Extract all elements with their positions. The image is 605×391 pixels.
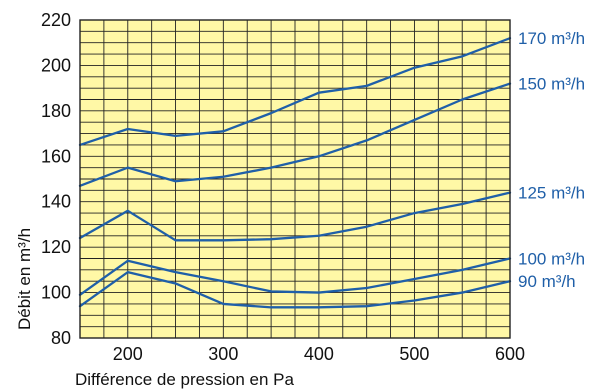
series-labels: 170 m³/h 150 m³/h 125 m³/h 100 m³/h 90 m³/h — [518, 29, 585, 291]
series-label: 100 m³/h — [518, 250, 585, 269]
y-tick-label: 220 — [41, 10, 71, 30]
y-tick-label: 180 — [41, 101, 71, 121]
x-axis-title: Différence de pression en Pa — [75, 370, 294, 389]
series-label: 170 m³/h — [518, 29, 585, 48]
x-tick-label: 200 — [113, 344, 143, 364]
x-tick-label: 500 — [399, 344, 429, 364]
plot-frame — [79, 19, 511, 339]
series-line — [78, 191, 512, 242]
y-tick-label: 160 — [41, 146, 71, 166]
y-tick-label: 200 — [41, 55, 71, 75]
y-tick-label: 140 — [41, 192, 71, 212]
series-label: 150 m³/h — [518, 75, 585, 94]
x-tick-label: 400 — [304, 344, 334, 364]
series-line — [78, 82, 512, 187]
series-line — [78, 257, 512, 296]
series-line — [78, 37, 512, 147]
series-label: 125 m³/h — [518, 184, 585, 203]
y-axis-title: Débit en m³/h — [15, 228, 34, 330]
y-tick-label: 100 — [41, 283, 71, 303]
series-line — [78, 270, 512, 309]
x-tick-labels: 200 300 400 500 600 — [113, 344, 525, 364]
y-tick-label: 120 — [41, 237, 71, 257]
y-tick-labels: 80 100 120 140 160 180 200 220 — [41, 10, 71, 348]
series-lines — [78, 37, 512, 309]
y-tick-label: 80 — [51, 328, 71, 348]
series-label: 90 m³/h — [518, 272, 576, 291]
x-tick-label: 600 — [495, 344, 525, 364]
x-tick-label: 300 — [208, 344, 238, 364]
